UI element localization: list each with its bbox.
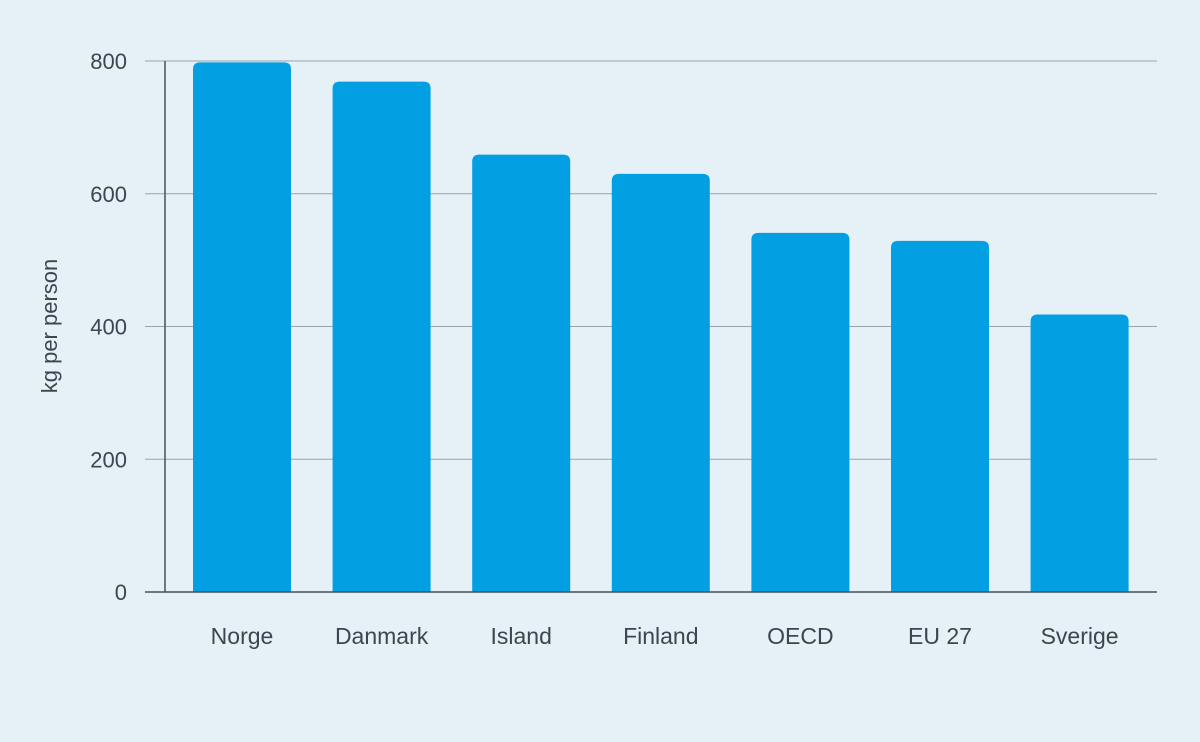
- y-tick-label-0: 0: [115, 580, 127, 605]
- x-label-finland: Finland: [623, 623, 698, 649]
- axes: [145, 61, 1157, 593]
- bar-eu-27: [891, 240, 989, 592]
- bars: [193, 62, 1129, 593]
- y-tick-label-200: 200: [90, 447, 127, 472]
- bar-finland: [611, 173, 710, 592]
- x-label-oecd: OECD: [767, 623, 833, 649]
- y-tick-label-800: 800: [90, 49, 127, 74]
- bar-norge: [193, 62, 291, 592]
- bar-island: [472, 154, 571, 592]
- y-axis-title: kg per person: [37, 259, 62, 394]
- bar-danmark: [332, 81, 431, 593]
- x-category-labels: Norge Danmark Island Finland OECD EU 27 Sverig…: [211, 623, 1119, 649]
- x-label-eu-27: EU 27: [908, 623, 972, 649]
- x-label-sverige: Sverige: [1041, 623, 1119, 649]
- y-tick-label-600: 600: [90, 182, 127, 207]
- x-label-island: Island: [491, 623, 552, 649]
- bar-oecd: [751, 232, 850, 592]
- y-tick-labels: 0 200 400 600 800: [90, 49, 127, 605]
- y-tick-label-400: 400: [90, 315, 127, 340]
- x-label-danmark: Danmark: [335, 623, 429, 649]
- x-label-norge: Norge: [211, 623, 274, 649]
- bar-sverige: [1030, 314, 1129, 592]
